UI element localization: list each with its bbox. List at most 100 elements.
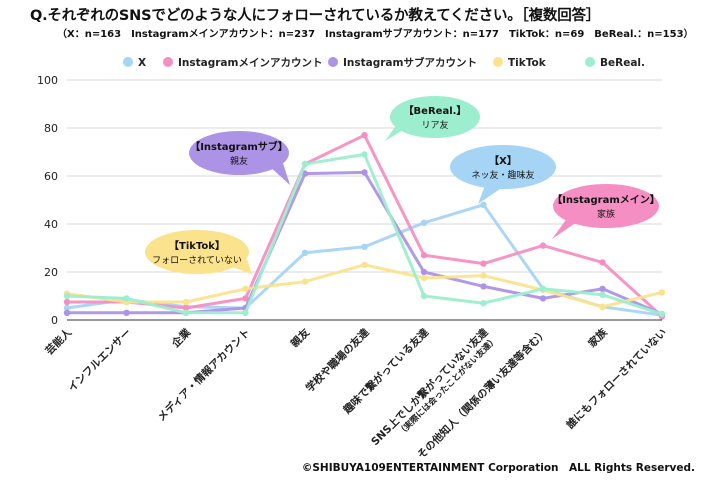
callout-body (450, 145, 556, 189)
data-point (242, 285, 249, 292)
legend-marker (493, 57, 503, 67)
page-subtitle: （X：n=163 Instagramメインアカウント：n=237 Instagr… (57, 29, 694, 40)
legend-item: TikTok (493, 57, 547, 69)
data-point (480, 283, 487, 290)
x-tick-label: SNS上でしか繋がっていない友達 (368, 326, 491, 449)
data-point (63, 304, 71, 312)
x-tick-label: 企業 (168, 326, 193, 351)
callout-bubble: 【Instagramメイン】家族 (552, 184, 660, 239)
data-point (599, 291, 606, 298)
data-point (63, 292, 71, 300)
legend-marker (328, 57, 338, 67)
data-point (242, 295, 249, 302)
data-point (123, 309, 130, 316)
data-point (361, 132, 368, 139)
callout-text: リア友 (421, 119, 448, 131)
callout-tail (552, 217, 577, 239)
data-point (242, 309, 249, 316)
legend-item: X (123, 57, 146, 69)
series-lines (63, 132, 666, 320)
series-line (65, 152, 664, 316)
callout-body (390, 96, 480, 138)
data-point (301, 160, 309, 168)
data-point (63, 298, 71, 306)
data-point (123, 295, 130, 302)
data-point (361, 243, 368, 250)
data-point (480, 201, 487, 208)
callout-text: フォローされていない (152, 255, 242, 266)
legend-item: BeReal. (585, 57, 645, 69)
data-point (658, 289, 666, 296)
legend-label: Instagramメインアカウント (178, 57, 322, 69)
series-line (65, 263, 664, 309)
data-point (182, 304, 190, 312)
callout-bubble: 【BeReal.】リア友 (385, 96, 480, 141)
data-point (599, 303, 606, 310)
data-point (539, 285, 547, 292)
callout-title: 【Instagramメイン】 (552, 193, 660, 206)
callout-text: 親友 (230, 155, 248, 167)
data-point (480, 300, 487, 307)
y-tick-label: 100 (37, 74, 58, 87)
callout-bubble: 【TikTok】フォローされていない (145, 230, 252, 274)
callout-title: 【BeReal.】 (404, 104, 467, 117)
data-point (658, 310, 666, 318)
legend-label: BeReal. (600, 57, 645, 69)
y-tick-label: 80 (44, 122, 58, 135)
legend: X Instagramメインアカウント Instagramサブアカウント TikTok… (123, 56, 645, 69)
callout-bubble: 【Instagramサブ】親友 (189, 131, 290, 185)
data-point (480, 272, 487, 279)
callout-tail (232, 259, 252, 274)
legend-label: X (138, 57, 146, 69)
callout-body (553, 184, 659, 228)
legend-marker (123, 57, 133, 67)
data-point (420, 274, 428, 282)
callout-title: 【TikTok】 (169, 239, 225, 252)
data-point (539, 295, 547, 302)
data-point (361, 151, 368, 158)
legend-label: TikTok (508, 57, 547, 69)
data-point (599, 259, 606, 266)
data-point (480, 260, 487, 267)
data-point (420, 252, 428, 259)
data-point (420, 292, 428, 300)
copyright-notice: ©SHIBUYA109ENTERTAINMENT Corporation ALL… (301, 462, 695, 474)
x-tick-label: 親友 (288, 326, 312, 350)
data-point (301, 249, 309, 256)
legend-label: Instagramサブアカウント (343, 56, 477, 69)
data-point (539, 242, 547, 249)
series-4 (63, 151, 666, 318)
callout-text: ネッ友・趣味友 (471, 169, 534, 181)
y-tick-label: 60 (44, 170, 58, 183)
data-point (361, 169, 368, 176)
data-point (420, 219, 428, 226)
x-tick-label: インフルエンサー (66, 327, 134, 395)
y-tick-label: 20 (44, 266, 58, 279)
legend-item: Instagramメインアカウント (163, 57, 322, 69)
callouts: 【TikTok】フォローされていない 【Instagramサブ】親友 【BeReal… (145, 96, 660, 274)
legend-item: Instagramサブアカウント (328, 56, 477, 69)
x-tick-label: 学校や職場の友達 (303, 326, 372, 395)
data-point (420, 268, 428, 276)
grid-lines (67, 79, 662, 273)
x-tick-label: 家族 (586, 326, 610, 350)
series-line (65, 133, 664, 318)
data-point (301, 278, 309, 285)
callout-body (145, 230, 249, 274)
callout-title: 【Instagramサブ】 (190, 140, 288, 153)
x-tick-label: 誰にもフォローされていない (564, 326, 669, 431)
y-tick-label: 0 (51, 314, 58, 327)
callout-title: 【X】 (489, 154, 517, 167)
series-3 (63, 261, 666, 310)
data-point (63, 309, 71, 316)
x-tick-label: 芸能人 (43, 326, 75, 358)
page-title: Q.それぞれのSNSでどのような人にフォローされているか教えてください。［複数回… (30, 8, 601, 24)
series-1 (63, 132, 666, 320)
data-point (182, 309, 190, 316)
data-point (599, 285, 606, 292)
callout-body (189, 131, 289, 175)
legend-marker (585, 57, 595, 67)
callout-text: 家族 (597, 208, 615, 220)
legend-marker (163, 57, 173, 67)
